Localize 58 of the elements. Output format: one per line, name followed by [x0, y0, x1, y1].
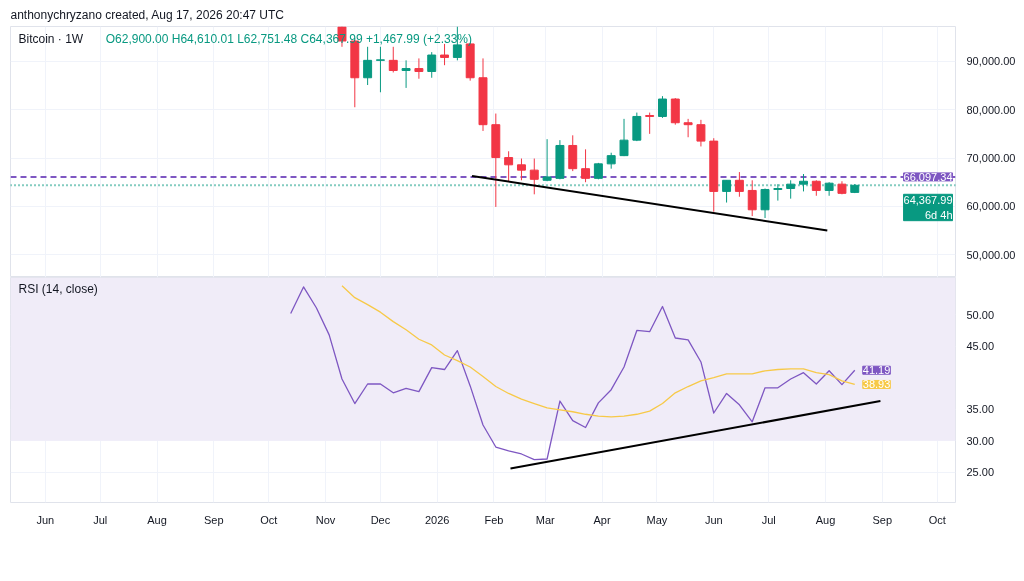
x-tick-label: May: [646, 513, 668, 526]
x-tick-label: Sep: [872, 513, 893, 526]
x-tick-label: Oct: [260, 513, 278, 526]
x-tick-label: Jul: [93, 513, 108, 526]
candlestick: [375, 46, 385, 93]
candlestick: [658, 95, 667, 119]
x-tick-label: Aug: [815, 513, 836, 526]
candlestick: [632, 112, 642, 142]
candlestick: [734, 171, 744, 198]
x-tick-label: Mar: [535, 513, 556, 526]
line-series: [290, 286, 856, 461]
x-tick-label: Apr: [593, 513, 611, 526]
x-tick-label: Nov: [315, 513, 336, 526]
y-tick-label: 30.00: [966, 434, 995, 447]
candlestick: [619, 118, 629, 157]
candlestick: [696, 119, 706, 147]
candlestick: [760, 188, 770, 219]
x-tick-label: Dec: [370, 513, 391, 526]
candlestick: [568, 134, 578, 172]
y-tick-label: 60,000.00: [966, 200, 1016, 213]
y-tick-label: 80,000.00: [966, 103, 1016, 116]
candlestick: [516, 158, 526, 181]
data-label: 38.93: [862, 378, 891, 391]
y-tick-label: 70,000.00: [966, 152, 1016, 165]
y-tick-label: 35.00: [966, 403, 995, 416]
candlestick: [645, 112, 655, 135]
y-tick-label: 45.00: [966, 340, 995, 353]
line-series: [341, 285, 856, 418]
text: anthonychryzano created, Aug 17, 2026 20:47 UTC: [10, 7, 285, 22]
candlestick: [388, 46, 398, 73]
x-tick-label: Oct: [928, 513, 946, 526]
data-label: 41.19: [862, 364, 891, 377]
x-tick-label: Jun: [704, 513, 723, 526]
candlestick: [427, 51, 437, 79]
candlestick: [670, 97, 680, 126]
x-tick-label: 2026: [424, 513, 450, 526]
ref-line-label: 66,097.34: [903, 170, 953, 183]
x-tick-label: Jun: [36, 513, 55, 526]
candlestick: [747, 179, 757, 217]
x-tick-label: Sep: [204, 513, 224, 526]
chart-title: RSI (14, close): [18, 281, 98, 296]
candlestick: [504, 150, 514, 182]
y-tick-label: 50,000.00: [966, 248, 1016, 261]
x-tick-label: Aug: [147, 513, 167, 526]
x-tick-label: Feb: [484, 513, 504, 526]
text: Bitcoin · 1W: [18, 32, 84, 47]
y-tick-label: 50.00: [966, 308, 995, 321]
y-tick-label: 90,000.00: [966, 55, 1016, 68]
candlestick: [363, 46, 373, 86]
candlestick: [529, 158, 539, 195]
candlestick: [683, 118, 693, 138]
y-tick-label: 25.00: [966, 466, 995, 479]
candlestick: [542, 138, 552, 182]
ref-line-label: 64,367.99 6d 4h: [903, 194, 953, 221]
candlestick: [581, 148, 591, 183]
candlestick: [414, 57, 424, 80]
candlestick: [401, 59, 411, 89]
x-tick-label: Jul: [761, 513, 776, 526]
